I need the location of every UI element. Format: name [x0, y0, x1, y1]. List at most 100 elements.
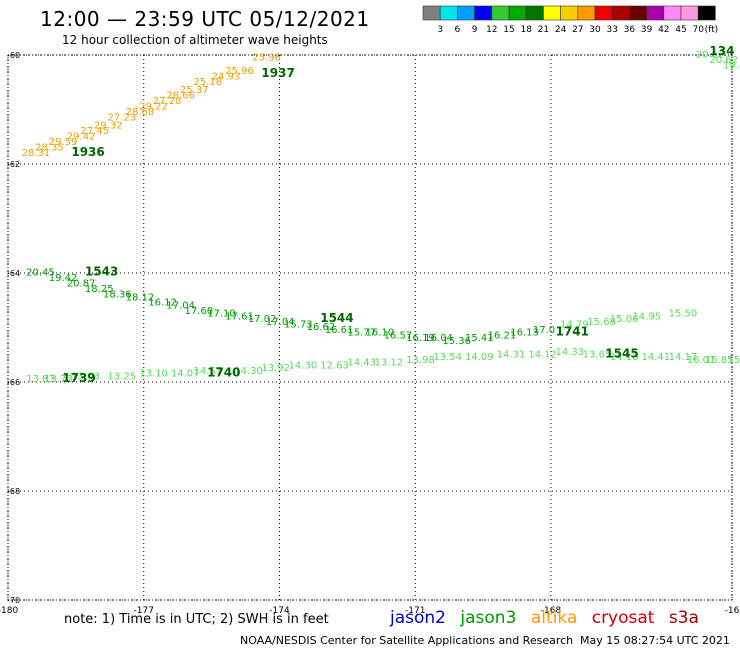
legend-label: 9 — [472, 25, 478, 35]
wave-height-point: 15.50 — [669, 309, 698, 320]
wave-height-point: 13.25 — [108, 371, 137, 382]
wave-height-point: 16.04 — [424, 333, 453, 344]
wave-height-point: 29.22 — [139, 102, 168, 113]
credit-text: NOAA/NESDIS Center for Satellite Applica… — [240, 634, 574, 647]
wave-height-point: 24.93 — [212, 72, 241, 83]
legend-label: 15 — [503, 25, 514, 35]
wave-height-point: 20.87 — [67, 279, 96, 290]
wave-height-point: 17.10 — [207, 309, 236, 320]
legend-label: 30 — [589, 25, 601, 35]
wave-height-point: 15.85 — [705, 355, 734, 366]
wave-height-point: 25.37 — [180, 85, 209, 96]
wave-height-point: 14.16 — [610, 352, 639, 363]
y-tick-label: -60 — [7, 51, 20, 60]
pass-time-label: 1740 — [207, 366, 240, 380]
wave-height-point: 28.31 — [22, 148, 51, 159]
legend-label: 45 — [675, 25, 686, 35]
wave-height-point: 17.61 — [225, 311, 254, 322]
wave-height-point: 17.0 — [533, 325, 555, 336]
legend-label: 36 — [624, 25, 636, 35]
satellite-jason2: jason2 — [390, 608, 446, 628]
wave-height-point: 16.10 — [365, 328, 394, 339]
wave-height-point: 13.98 — [406, 355, 435, 366]
wave-height-point: 27.23 — [108, 112, 137, 123]
wave-height-point: 16.62 — [307, 322, 336, 333]
legend-swatch — [697, 5, 716, 21]
pass-time-label: 1739 — [62, 371, 95, 385]
wave-height-point: 13.54 — [433, 352, 462, 363]
wave-height-point: 13.73 — [44, 374, 73, 385]
wave-height-point: 13.10 — [139, 369, 168, 380]
wave-height-point: 16.01 — [687, 355, 716, 366]
wave-height-point: 14.31 — [497, 349, 526, 360]
y-tick-label: -68 — [7, 487, 20, 496]
wave-height-point: 16.21 — [488, 330, 517, 341]
wave-height-point: 29.59 — [49, 137, 78, 148]
wave-height-point: 15.41 — [465, 333, 494, 344]
pass-time-label: 134 — [709, 44, 734, 58]
legend-label: 12 — [486, 25, 497, 35]
wave-height-point: 17.04 — [266, 317, 295, 328]
legend-label: 6 — [455, 25, 461, 35]
wave-height-point: 13.65 — [583, 349, 612, 360]
y-tick-label: -70 — [7, 596, 20, 605]
satellite-altika: altika — [530, 608, 578, 628]
wave-height-point: 16.57 — [384, 330, 413, 341]
wave-height-point: 14.33 — [556, 347, 585, 358]
x-tick-label: -177 — [134, 606, 154, 616]
wave-height-point: 18.12 — [126, 292, 155, 303]
wave-height-point: 14.43 — [347, 358, 376, 369]
y-tick-label: -64 — [7, 269, 20, 278]
wave-height-point: 16.19 — [406, 333, 435, 344]
legend-label: 24 — [555, 25, 567, 35]
pass-time-label: 1545 — [605, 346, 638, 360]
wave-height-point: 16.13 — [510, 328, 539, 339]
wave-height-point: 15.36 — [442, 336, 471, 347]
wave-height-point: 13.12 — [375, 358, 404, 369]
wave-height-point: 17.02 — [248, 314, 277, 325]
wave-height-point: 27.45 — [80, 126, 109, 137]
page-subtitle: 12 hour collection of altimeter wave hei… — [62, 33, 328, 47]
legend-label: 39 — [641, 25, 653, 35]
wave-height-point: 12.63 — [320, 360, 349, 371]
wave-height-point: 14.30 — [289, 360, 318, 371]
x-tick-label: -180 — [0, 606, 18, 616]
wave-height-point: 17.60 — [184, 306, 213, 317]
wave-height-point: 15.77 — [347, 328, 376, 339]
wave-height-point: 14.41 — [642, 352, 671, 363]
legend-label: 27 — [572, 25, 583, 35]
wave-height-point: 15.73 — [284, 320, 313, 331]
pass-time-label: 1544 — [320, 311, 353, 325]
pass-time-label: 1741 — [556, 325, 589, 339]
legend-label: 70 — [692, 25, 704, 35]
legend-label: 21 — [538, 25, 549, 35]
wave-height-point: 14.95 — [632, 311, 661, 322]
wave-height-point: 18.25 — [85, 284, 114, 295]
wave-height-point: 15.68 — [587, 317, 616, 328]
satellite-s3a: s3a — [668, 608, 699, 628]
wave-height-point: 13.03 — [71, 371, 100, 382]
wave-height-point: 14.79 — [560, 320, 589, 331]
wave-height-point: 29.32 — [94, 121, 123, 132]
wave-height-point: 19.42 — [49, 273, 78, 284]
wave-height-point: 20.62 — [709, 55, 738, 66]
x-tick-label: -168 — [541, 606, 562, 616]
wave-height-point: 27.28 — [153, 96, 182, 107]
y-tick-label: -62 — [7, 160, 20, 169]
legend-label: 18 — [520, 25, 532, 35]
wave-height-point: 14.57 — [194, 366, 223, 377]
wave-height-point: 28.35 — [35, 142, 64, 153]
wave-height-point: 14.30 — [234, 366, 263, 377]
pass-time-label: 1936 — [71, 145, 104, 159]
wave-height-point: 25.96 — [225, 66, 254, 77]
wave-height-point: 15.89 — [727, 355, 740, 366]
legend-label: 3 — [437, 25, 443, 35]
satellite-legend: jason2 jason3 altika cryosat s3a — [390, 608, 708, 628]
pass-time-label: 1937 — [261, 66, 294, 80]
wave-height-point: 14.09 — [465, 352, 494, 363]
timestamp-text: May 15 08:27:54 UTC 2021 — [580, 634, 730, 647]
legend-label: 42 — [658, 25, 669, 35]
wave-height-point: 14.17 — [669, 352, 698, 363]
wave-height-point: 17.04 — [166, 300, 195, 311]
